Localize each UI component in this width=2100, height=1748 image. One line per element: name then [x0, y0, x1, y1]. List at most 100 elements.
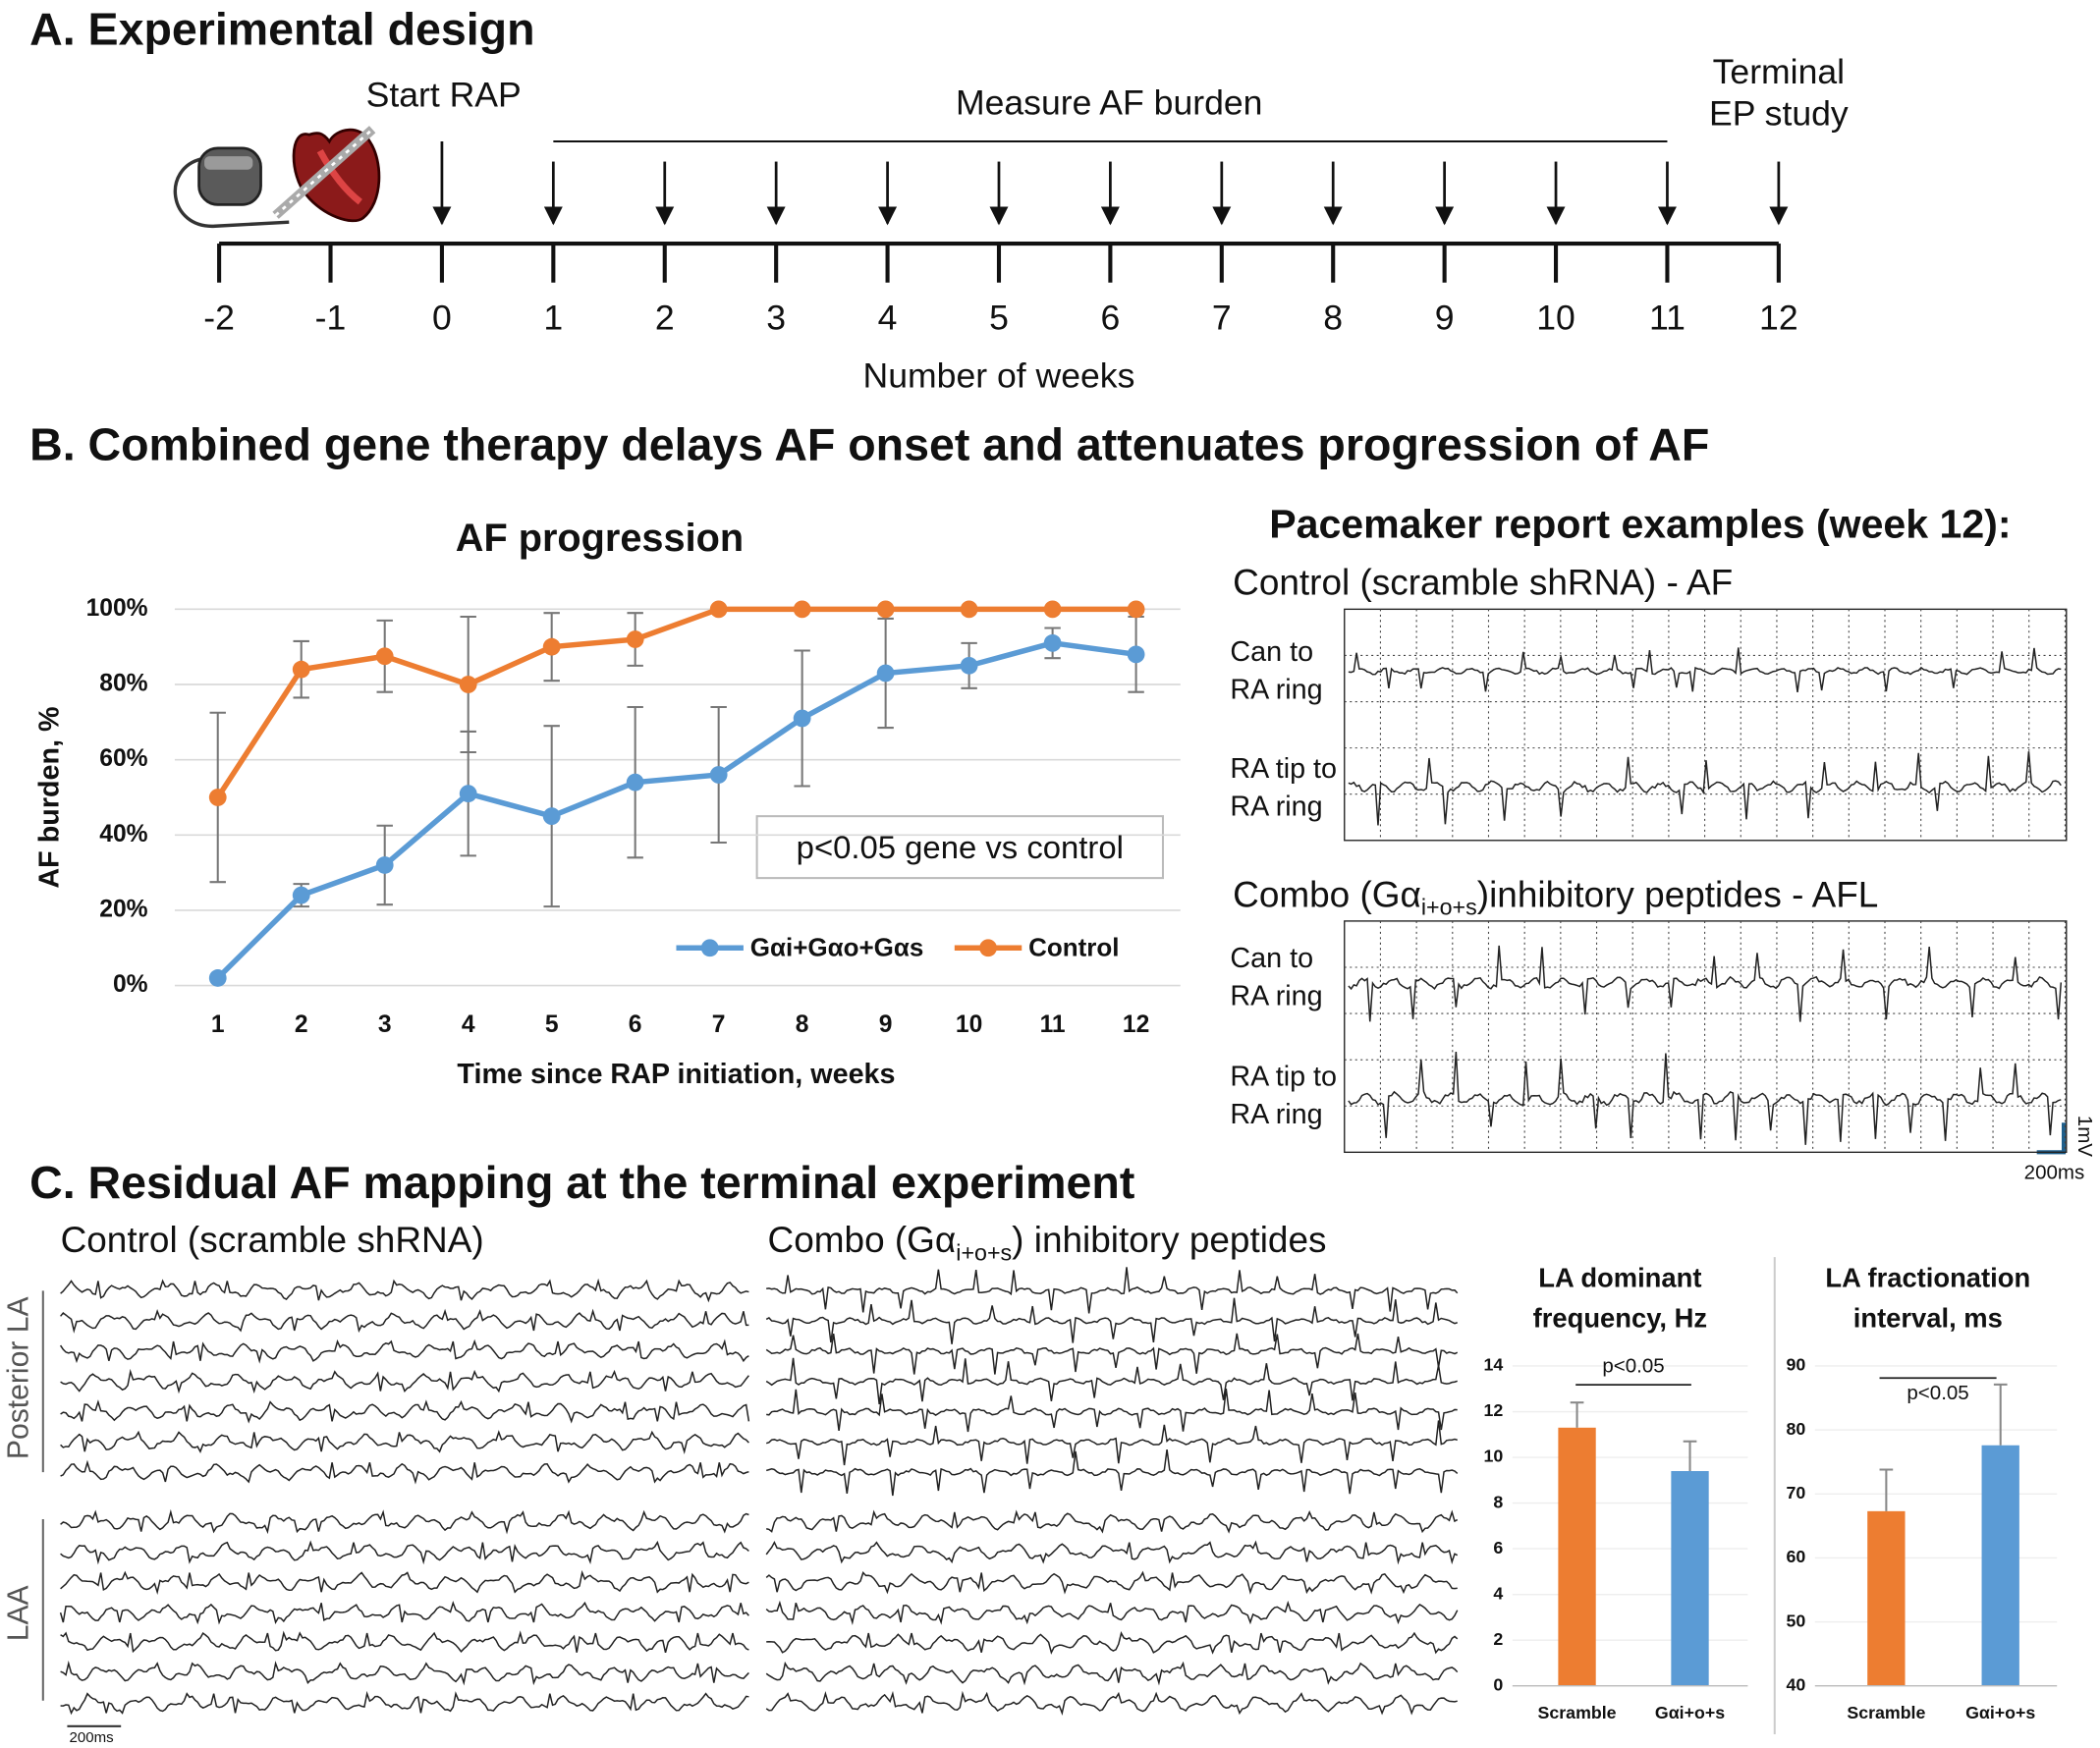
trace [765, 1357, 1458, 1405]
error-bar [1683, 1440, 1697, 1472]
marker [542, 637, 561, 656]
series-line [215, 606, 1136, 799]
marker [292, 886, 310, 904]
chart-title: LA dominant [1538, 1263, 1701, 1293]
tick-label: 12 [1759, 298, 1798, 337]
tick-label: 6 [1101, 298, 1121, 337]
marker [208, 969, 227, 987]
trace [60, 1308, 749, 1334]
tick-label: 4 [878, 298, 898, 337]
annotation-box [755, 815, 1165, 880]
trace [60, 1399, 750, 1424]
marker [1043, 600, 1062, 619]
region-label: Posterior LA [2, 1296, 34, 1460]
panel-title: B. Combined gene therapy delays AF onset… [29, 418, 1709, 469]
trace [766, 1509, 1459, 1534]
chart-title: interval, ms [1853, 1303, 2003, 1334]
trace [1348, 1052, 2062, 1145]
x-tick-label: 1 [211, 1011, 225, 1038]
x-tick-label: 11 [1040, 1011, 1066, 1038]
marker [459, 785, 477, 803]
pacemaker-title: Pacemaker report examples (week 12): [1269, 502, 2011, 547]
marker [292, 660, 310, 679]
marker [960, 600, 978, 619]
y-tick-label: 60% [99, 745, 147, 772]
y-tick-label: 70 [1786, 1483, 1805, 1502]
tick-label: -2 [203, 298, 235, 337]
trace [60, 1660, 749, 1686]
trace [1348, 647, 2062, 693]
x-tick-label: Gαi+o+s [1655, 1703, 1725, 1722]
x-tick-label: 6 [629, 1011, 642, 1038]
trace [765, 1690, 1458, 1716]
tick-label: 2 [655, 298, 675, 337]
marker [626, 773, 644, 792]
error-bar [1993, 1383, 2008, 1446]
marker [876, 664, 895, 683]
heart-icon [316, 148, 362, 205]
y-tick-label: 100% [86, 595, 148, 622]
icons [173, 126, 381, 228]
y-tick-label: 40% [99, 821, 147, 847]
x-tick-label: Scramble [1847, 1703, 1925, 1722]
channel-label: RA tip to [1230, 753, 1337, 785]
subscript: i+o+s [1421, 895, 1477, 920]
y-tick-label: 0% [113, 971, 148, 998]
chart-title: frequency, Hz [1533, 1303, 1707, 1334]
annotation: p<0.05 gene vs control [797, 829, 1124, 865]
trace-frame [1344, 608, 2068, 842]
y-tick-label: 6 [1493, 1538, 1503, 1557]
x-tick-label: 3 [378, 1011, 392, 1038]
trace [60, 1459, 749, 1485]
y-tick-label: 80 [1786, 1419, 1805, 1439]
channel-label: RA ring [1230, 674, 1322, 705]
bar [1981, 1445, 2019, 1686]
legend-label: Gαi+Gαo+Gαs [750, 933, 924, 962]
x-tick-label: Gαi+o+s [1965, 1703, 2035, 1722]
y-tick-label: 8 [1493, 1492, 1503, 1511]
trace [60, 1278, 749, 1303]
trace [60, 1569, 749, 1596]
axis-label: Number of weeks [863, 355, 1135, 395]
marker [375, 647, 394, 666]
error-bar [1879, 1468, 1894, 1511]
marker [709, 600, 728, 619]
terminal-label: Terminal [1713, 52, 1845, 91]
marker [375, 856, 394, 874]
trace [765, 1570, 1458, 1595]
bar [1671, 1471, 1709, 1686]
trace [60, 1508, 749, 1535]
trace [60, 1430, 749, 1454]
lead [173, 157, 290, 228]
trace-label: Combo (Gαi+o+s)inhibitory peptides - AFL [1233, 874, 1878, 920]
y-axis-label: AF burden, % [34, 706, 66, 888]
tick-label: 3 [766, 298, 786, 337]
trace-frame [1344, 920, 2068, 1154]
trace-label: Control (scramble shRNA) - AF [1233, 562, 1733, 602]
trace [765, 1297, 1458, 1344]
marker [208, 789, 227, 806]
marker [1127, 600, 1145, 619]
scale-label: 200ms [2024, 1162, 2085, 1184]
trace [60, 1368, 749, 1394]
bar [1867, 1510, 1906, 1686]
channel-label: RA tip to [1230, 1062, 1337, 1093]
panel-title: A. Experimental design [29, 3, 534, 54]
channel-label: Can to [1230, 943, 1313, 974]
marker [459, 676, 477, 693]
trace [765, 1420, 1458, 1466]
trace [1348, 945, 2063, 1022]
subscript: i+o+s [956, 1239, 1012, 1265]
x-tick-label: Scramble [1538, 1703, 1617, 1722]
annotation: p<0.05 [1907, 1382, 1968, 1404]
measure-label: Measure AF burden [956, 82, 1262, 122]
x-tick-label: 9 [879, 1011, 893, 1038]
text: Combo (Gα [768, 1220, 957, 1260]
chart-title: LA fractionation [1825, 1263, 2030, 1293]
marker [709, 766, 728, 784]
trace-label: Combo (Gαi+o+s) inhibitory peptides [768, 1220, 1327, 1266]
y-tick-label: 14 [1483, 1355, 1503, 1375]
trace [766, 1267, 1459, 1314]
marker [793, 709, 811, 728]
terminal-label: EP study [1709, 93, 1849, 133]
